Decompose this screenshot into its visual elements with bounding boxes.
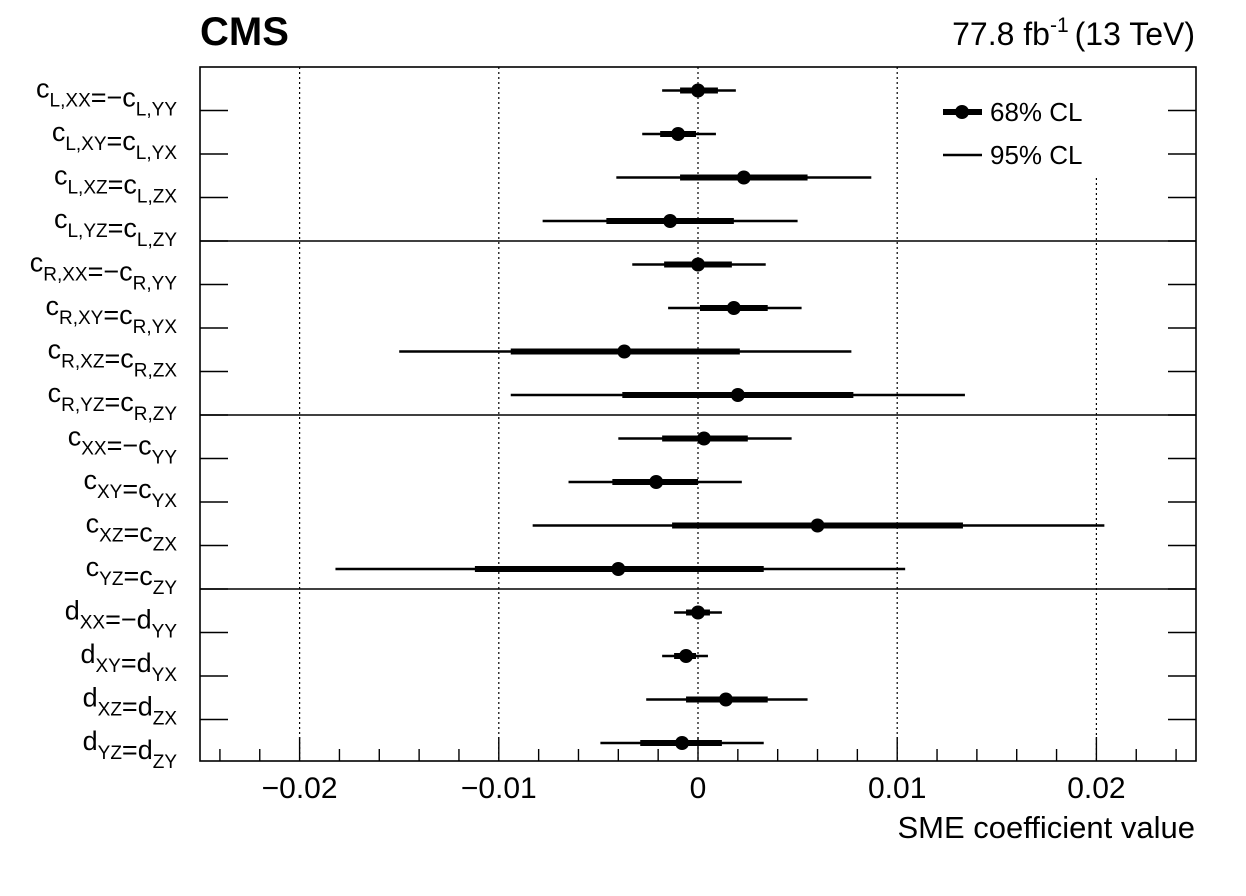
- x-tick-label: 0.02: [1067, 772, 1125, 805]
- row-label-cYZ: cYZ=cZY: [86, 552, 178, 599]
- x-tick-label: 0.01: [868, 772, 926, 805]
- row-label-dXY: dXY=dYX: [80, 639, 177, 686]
- luminosity-exponent: -1: [1050, 14, 1069, 37]
- row-label-cXY: cXY=cYX: [84, 465, 178, 512]
- point-cRYZ: [730, 388, 745, 402]
- row-label-dXX: dXX=−dYY: [65, 596, 178, 643]
- legend: 68% CL 95% CL: [943, 97, 1083, 170]
- luminosity-value: 77.8 fb: [952, 16, 1050, 52]
- point-cLXY: [671, 127, 686, 141]
- point-cLXZ: [736, 170, 751, 185]
- row-label-cRXZ: cR,XZ=cR,ZX: [48, 335, 178, 382]
- legend-95-label: 95% CL: [990, 140, 1083, 170]
- x-tick-label: −0.01: [461, 772, 537, 805]
- x-axis-title: SME coefficient value: [897, 810, 1195, 845]
- point-cXX: [696, 431, 711, 446]
- point-cRXX: [691, 257, 705, 272]
- experiment-title: CMS: [200, 10, 289, 54]
- point-dXX: [691, 605, 705, 620]
- point-dYZ: [675, 736, 690, 750]
- row-label-cRXX: cR,XX=−cR,YY: [30, 248, 178, 295]
- point-cRXZ: [617, 344, 632, 359]
- row-label-cRYZ: cR,YZ=cR,ZY: [48, 378, 178, 425]
- plot-area: 68% CL 95% CL −0.02 −0.01 0 0.01 0.02 cL,XX=−cL…: [30, 66, 1197, 805]
- point-cXZ: [810, 518, 825, 533]
- luminosity-energy: (13 TeV): [1075, 16, 1195, 52]
- row-label-dYZ: dYZ=dZY: [83, 726, 178, 773]
- point-cLXX: [691, 83, 705, 98]
- legend-68-marker: [955, 105, 969, 119]
- row-label-cXZ: cXZ=cZX: [86, 509, 178, 556]
- point-cLYZ: [663, 214, 678, 228]
- row-label-cLYZ: cL,YZ=cL,ZY: [54, 204, 177, 251]
- x-tick-label: 0: [690, 772, 707, 805]
- point-cYZ: [611, 562, 626, 576]
- x-tick-label: −0.02: [262, 772, 338, 805]
- point-dXZ: [718, 692, 733, 707]
- row-label-cLXX: cL,XX=−cL,YY: [36, 74, 177, 121]
- row-label-cRXY: cR,XY=cR,YX: [46, 291, 178, 338]
- row-label-cLXY: cL,XY=cL,YX: [52, 117, 178, 164]
- point-dXY: [679, 649, 694, 663]
- row-label-cLXZ: cL,XZ=cL,ZX: [54, 161, 177, 208]
- legend-68-label: 68% CL: [990, 97, 1083, 127]
- point-cRXY: [726, 301, 741, 315]
- luminosity-label: 77.8 fb-1 (13 TeV): [952, 14, 1195, 52]
- point-cXY: [649, 475, 664, 489]
- row-label-dXZ: dXZ=dZX: [83, 683, 178, 730]
- row-label-cXX: cXX=−cYY: [68, 422, 178, 469]
